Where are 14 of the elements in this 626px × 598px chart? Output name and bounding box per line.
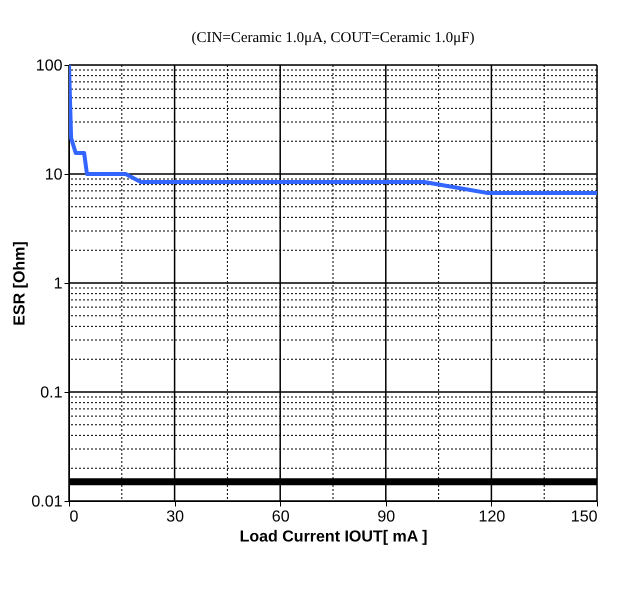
x-tick-label: 150	[570, 508, 598, 526]
y-tick-label: 1	[54, 276, 63, 292]
y-axis-title: ESR [Ohm]	[11, 241, 28, 326]
x-tick-label: 120	[478, 508, 506, 526]
y-tick-label: 10	[44, 166, 63, 184]
x-tick-label: 60	[272, 508, 290, 526]
x-tick-label: 30	[166, 508, 184, 526]
y-tick-label: 0.01	[31, 494, 63, 510]
x-tick-label: 0	[70, 508, 78, 526]
x-axis-title: Load Current IOUT[ mA ]	[240, 528, 428, 546]
x-tick-label: 90	[377, 508, 396, 526]
chart-subtitle: (CIN=Ceramic 1.0μA, COUT=Ceramic 1.0μF)	[192, 30, 474, 46]
y-tick-label: 100	[36, 58, 63, 74]
y-tick-label: 0.1	[40, 384, 63, 402]
